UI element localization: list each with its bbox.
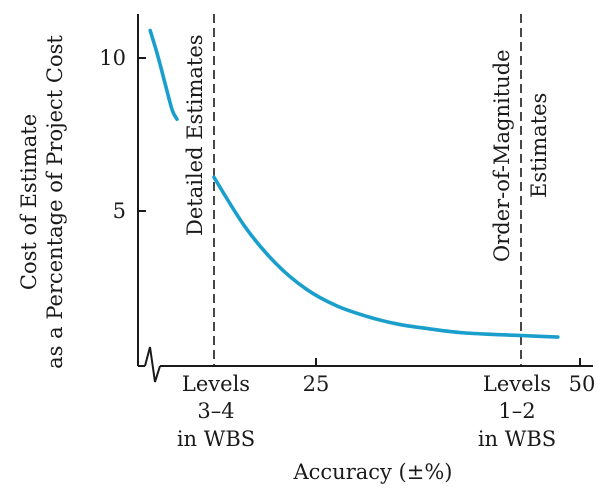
- detailed-estimates-label: Detailed Estimates: [183, 34, 207, 236]
- y-axis-title-line-2: as a Percentage of Project Cost: [43, 35, 67, 369]
- wbs-1-2-line-3: in WBS: [478, 427, 556, 451]
- wbs-1-2-line-1: Levels: [483, 372, 551, 396]
- y-tick-label-5: 5: [113, 199, 126, 223]
- wbs-3-4-line-2: 3–4: [197, 399, 234, 423]
- wbs-levels-1-2: Levels 1–2 in WBS: [478, 372, 556, 451]
- cost-curve-after-break: [212, 175, 560, 339]
- x-tick-label-25: 25: [303, 372, 330, 396]
- order-of-magnitude-label: Order-of-Magnitude: [490, 49, 514, 262]
- wbs-3-4-line-3: in WBS: [177, 427, 255, 451]
- y-tick-label-10: 10: [99, 46, 126, 70]
- wbs-levels-3-4: Levels 3–4 in WBS: [177, 372, 255, 451]
- wbs-1-2-line-2: 1–2: [498, 399, 535, 423]
- x-tick-label-50: 50: [569, 372, 596, 396]
- x-axis-break: [144, 346, 161, 383]
- y-axis-title: Cost of Estimate as a Percentage of Proj…: [17, 35, 67, 369]
- order-of-magnitude-label-line-2: Estimates: [527, 93, 551, 198]
- x-axis-title: Accuracy (±%): [292, 460, 452, 484]
- y-axis-title-line-1: Cost of Estimate: [17, 114, 41, 290]
- wbs-3-4-line-1: Levels: [182, 372, 250, 396]
- cost-curve-before-break: [148, 28, 179, 121]
